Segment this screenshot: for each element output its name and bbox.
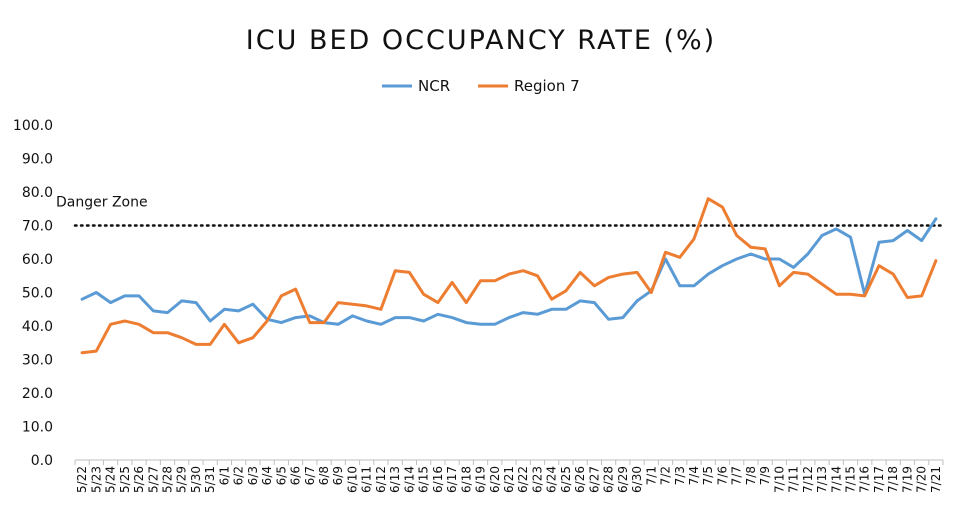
- annotations: Danger Zone: [56, 195, 943, 227]
- x-axis: 5/22 5/23 5/24 5/25 5/26 5/27 5/28 5/29 5/30 5/31…: [74, 459, 944, 493]
- x-tick-label: 5/22: [75, 466, 89, 493]
- x-tick-label: 6/5: [274, 466, 288, 485]
- x-tick-label: 7/19: [900, 466, 914, 493]
- x-tick-label: 5/28: [160, 466, 174, 493]
- x-tick-label: 6/6: [289, 466, 303, 485]
- x-tick-label: 7/16: [858, 466, 872, 493]
- x-tick-label: 6/4: [260, 466, 274, 485]
- x-tick-label: 7/10: [772, 466, 786, 493]
- y-tick-label: 60.0: [22, 252, 53, 268]
- x-tick-label: 6/17: [445, 466, 459, 493]
- x-tick-label: 7/20: [915, 466, 929, 493]
- x-tick-label: 6/16: [431, 466, 445, 493]
- x-tick-label: 7/4: [687, 466, 701, 485]
- x-tick-label: 7/18: [886, 466, 900, 493]
- x-tick-label: 6/19: [474, 466, 488, 493]
- x-tick-label: 5/31: [203, 466, 217, 493]
- x-tick-label: 6/9: [331, 466, 345, 485]
- x-tick-label: 6/13: [388, 466, 402, 493]
- x-tick-label: 7/6: [715, 466, 729, 485]
- x-tick-label: 5/26: [132, 466, 146, 493]
- x-tick-label: 7/11: [787, 466, 801, 493]
- x-tick-label: 5/24: [104, 466, 118, 493]
- x-tick-label: 6/30: [630, 466, 644, 493]
- y-tick-label: 30.0: [22, 353, 53, 369]
- x-tick-label: 6/10: [345, 466, 359, 493]
- x-tick-label: 6/25: [559, 466, 573, 493]
- y-tick-label: 50.0: [22, 286, 53, 302]
- y-tick-label: 10.0: [22, 420, 53, 436]
- x-tick-label: 7/9: [758, 466, 772, 485]
- x-tick-label: 5/30: [189, 466, 203, 493]
- x-tick-label: 6/3: [246, 466, 260, 485]
- x-tick-label: 5/29: [175, 466, 189, 493]
- danger-zone-label: Danger Zone: [56, 195, 148, 211]
- x-tick-label: 6/23: [530, 466, 544, 493]
- y-tick-label: 20.0: [22, 386, 53, 402]
- x-tick-label: 7/2: [659, 466, 673, 485]
- chart-title: ICU BED OCCUPANCY RATE (%): [246, 25, 716, 56]
- x-tick-label: 7/3: [673, 466, 687, 485]
- x-tick-label: 5/23: [89, 466, 103, 493]
- x-tick-label: 6/22: [516, 466, 530, 493]
- x-tick-label: 7/21: [929, 466, 943, 493]
- x-tick-label: 7/7: [730, 466, 744, 485]
- x-tick-label: 6/8: [317, 466, 331, 485]
- x-tick-label: 6/27: [587, 466, 601, 493]
- series-line-region-7: [80, 197, 938, 355]
- y-tick-label: 40.0: [22, 319, 53, 335]
- x-tick-label: 7/5: [701, 466, 715, 485]
- x-tick-label: 6/1: [217, 466, 231, 485]
- legend: NCR Region 7: [382, 77, 580, 95]
- y-tick-label: 100.0: [13, 118, 53, 134]
- legend-label: Region 7: [514, 77, 580, 95]
- y-axis: 0.0 10.0 20.0 30.0 40.0 50.0 60.0 70.0 80.0 90.0 1…: [13, 118, 53, 469]
- y-tick-label: 70.0: [22, 219, 53, 235]
- y-tick-label: 0.0: [31, 453, 53, 469]
- x-tick-label: 7/13: [815, 466, 829, 493]
- x-tick-label: 6/24: [545, 466, 559, 493]
- series-line-ncr: [80, 217, 938, 326]
- legend-label: NCR: [418, 77, 450, 95]
- y-tick-label: 80.0: [22, 185, 53, 201]
- x-tick-label: 6/20: [488, 466, 502, 493]
- x-tick-label: 6/2: [232, 466, 246, 485]
- series-lines: [80, 197, 938, 355]
- x-tick-label: 7/14: [829, 466, 843, 493]
- x-tick-label: 7/8: [744, 466, 758, 485]
- x-tick-label: 5/25: [118, 466, 132, 493]
- x-tick-label: 6/15: [417, 466, 431, 493]
- x-tick-label: 7/12: [801, 466, 815, 493]
- x-tick-label: 6/14: [402, 466, 416, 493]
- x-tick-label: 6/7: [303, 466, 317, 485]
- x-tick-label: 7/1: [644, 466, 658, 485]
- x-tick-label: 7/15: [844, 466, 858, 493]
- x-tick-label: 6/12: [374, 466, 388, 493]
- x-tick-label: 6/18: [459, 466, 473, 493]
- x-tick-label: 6/28: [602, 466, 616, 493]
- x-tick-label: 5/27: [146, 466, 160, 493]
- x-tick-label: 6/11: [360, 466, 374, 493]
- x-tick-label: 7/17: [872, 466, 886, 493]
- x-tick-label: 6/26: [573, 466, 587, 493]
- x-tick-label: 6/21: [502, 466, 516, 493]
- x-tick-label: 6/29: [616, 466, 630, 493]
- y-tick-label: 90.0: [22, 152, 53, 168]
